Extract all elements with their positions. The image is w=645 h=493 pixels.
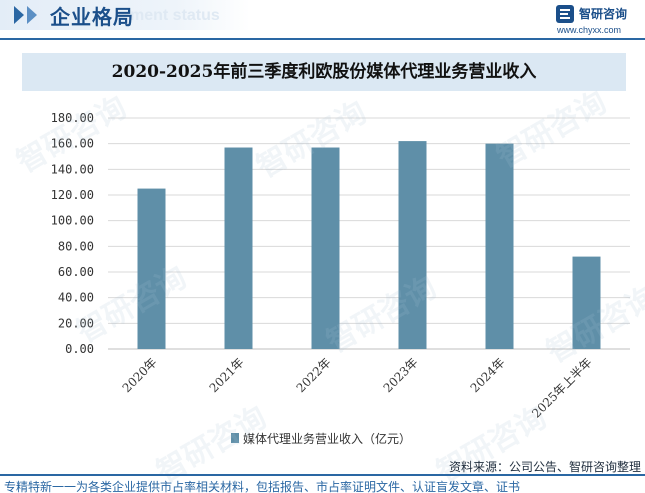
- bar: [398, 141, 427, 349]
- y-tick-label: 0.00: [65, 342, 94, 356]
- y-tick-label: 80.00: [58, 239, 94, 253]
- bar: [137, 188, 166, 349]
- brand-url: www.chyxx.com: [557, 25, 622, 35]
- bar: [224, 147, 253, 349]
- footer-slogan: 专精特新一一为各类企业提供市占率相关材料，包括报告、市占率证明文件、认证盲发文章…: [4, 480, 521, 493]
- header-title: 企业格局: [50, 5, 134, 29]
- brand-name: 智研咨询: [579, 7, 628, 21]
- bar: [311, 147, 340, 349]
- brand-logo-icon: [556, 5, 574, 23]
- chart-title-box: 2020-2025年前三季度利欧股份媒体代理业务营业收入: [22, 53, 626, 91]
- y-tick-label: 40.00: [58, 291, 94, 305]
- header-bar: [0, 0, 250, 30]
- bar: [485, 143, 514, 349]
- footer-divider: [0, 474, 645, 476]
- data-source: 资料来源：公司公告、智研咨询整理: [448, 460, 641, 474]
- chevron-right-icon: [14, 6, 24, 24]
- brand-logo: 智研咨询 www.chyxx.com: [555, 3, 641, 37]
- chevron-right-icon: [27, 6, 37, 24]
- y-tick-label: 120.00: [51, 188, 94, 202]
- y-tick-label: 60.00: [58, 265, 94, 279]
- y-tick-label: 20.00: [58, 316, 94, 330]
- x-tick-label: 2024年: [468, 355, 508, 395]
- header-divider: [0, 38, 645, 40]
- legend-label: 媒体代理业务营业收入（亿元）: [243, 431, 411, 446]
- bar-chart: 0.00 20.00 40.00 60.00 80.00 100.00 120.00 140.…: [51, 111, 630, 446]
- x-tick-label: 2021年: [207, 355, 247, 395]
- footer: 资料来源：公司公告、智研咨询整理 专精特新一一为各类企业提供市占率相关材料，包括…: [0, 458, 645, 493]
- y-tick-label: 100.00: [51, 214, 94, 228]
- x-tick-label: 2023年: [381, 355, 421, 395]
- y-tick-label: 160.00: [51, 137, 94, 151]
- y-tick-label: 180.00: [51, 111, 94, 125]
- y-tick-label: 140.00: [51, 162, 94, 176]
- legend-swatch: [231, 433, 239, 443]
- header-subtitle-watermark: ment status: [130, 7, 220, 24]
- header: ment status 企业格局 智研咨询 www.chyxx.com: [0, 0, 645, 42]
- bar: [572, 256, 601, 349]
- x-tick-label: 2025年上半年: [529, 355, 594, 420]
- chart-title: 2020-2025年前三季度利欧股份媒体代理业务营业收入: [111, 62, 537, 82]
- x-tick-label: 2022年: [294, 355, 334, 395]
- x-tick-label: 2020年: [120, 355, 160, 395]
